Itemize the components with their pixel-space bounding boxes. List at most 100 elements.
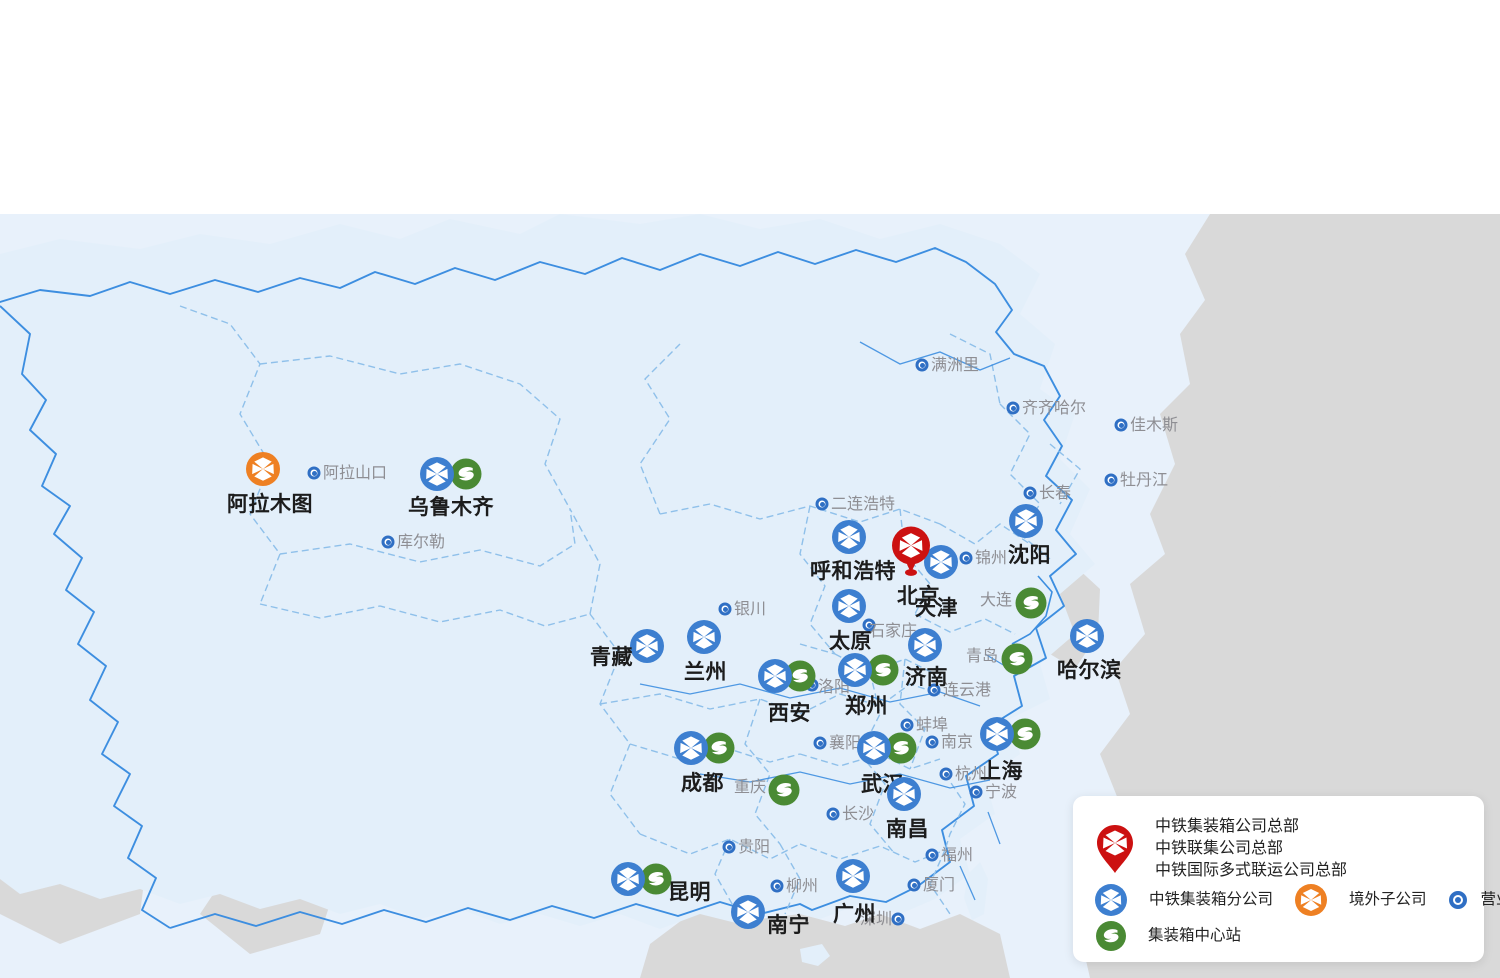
- legend-label-sales-office: 营业部: [1480, 891, 1500, 908]
- sales-office-marker-襄阳[interactable]: [813, 736, 827, 750]
- branch-label-郑州: 郑州: [845, 695, 888, 718]
- branch-label-呼和浩特: 呼和浩特: [810, 560, 896, 583]
- sales-office-marker-福州[interactable]: [925, 848, 939, 862]
- sales-office-marker-银川[interactable]: [718, 602, 732, 616]
- branch-marker-昆明[interactable]: [611, 862, 645, 896]
- sales-office-label-库尔勒: 库尔勒: [397, 534, 446, 551]
- container-hub-marker-成都[interactable]: [703, 732, 735, 764]
- branch-marker-西安-glyph: [758, 659, 792, 693]
- sales-office-label-深圳: 深圳: [860, 911, 893, 928]
- branch-label-兰州: 兰州: [684, 661, 727, 684]
- branch-marker-上海[interactable]: [980, 717, 1014, 751]
- container-hub-marker-郑州-glyph: [867, 654, 899, 686]
- sales-office-marker-库尔勒[interactable]: [381, 535, 395, 549]
- branch-marker-郑州-glyph: [838, 653, 872, 687]
- sales-office-label-阿拉山口: 阿拉山口: [323, 465, 388, 482]
- sales-office-marker-石家庄[interactable]: [862, 618, 876, 632]
- branch-marker-南宁[interactable]: [731, 895, 765, 929]
- branch-label-西安: 西安: [768, 702, 811, 725]
- container-hub-marker-大连[interactable]: [1015, 587, 1047, 619]
- sales-office-marker-二连浩特[interactable]: [815, 497, 829, 511]
- sales-office-marker-齐齐哈尔[interactable]: [1006, 401, 1020, 415]
- sales-office-marker-阿拉山口[interactable]: [307, 466, 321, 480]
- sales-office-marker-杭州[interactable]: [939, 767, 953, 781]
- container-hub-marker-西安-glyph: [784, 660, 816, 692]
- branch-marker-兰州[interactable]: [687, 620, 721, 654]
- branch-marker-沈阳[interactable]: [1009, 504, 1043, 538]
- branch-marker-青藏[interactable]: [630, 629, 664, 663]
- branch-marker-济南[interactable]: [908, 628, 942, 662]
- branch-marker-南昌[interactable]: [887, 777, 921, 811]
- container-hub-marker-青岛[interactable]: [1001, 643, 1033, 675]
- sales-office-label-佳木斯: 佳木斯: [1130, 417, 1179, 434]
- sales-office-label-连云港: 连云港: [943, 682, 992, 699]
- sales-office-marker-连云港[interactable]: [927, 683, 941, 697]
- sales-office-marker-锦州[interactable]: [959, 551, 973, 565]
- container-hub-marker-成都-glyph: [703, 732, 735, 764]
- branch-marker-呼和浩特[interactable]: [832, 520, 866, 554]
- branch-marker-西安[interactable]: [758, 659, 792, 693]
- sales-office-label-杭州: 杭州: [955, 766, 988, 783]
- container-hub-marker-乌鲁木齐-glyph: [450, 458, 482, 490]
- sales-office-marker-长春[interactable]: [1023, 486, 1037, 500]
- container-hub-marker-乌鲁木齐[interactable]: [450, 458, 482, 490]
- sales-office-marker-满洲里[interactable]: [915, 358, 929, 372]
- sales-office-marker-蚌埠[interactable]: [900, 718, 914, 732]
- sales-office-marker-长沙[interactable]: [826, 807, 840, 821]
- china-network-map[interactable]: 满洲里 齐齐哈尔 佳木斯 牡丹江 长春 锦州 二连浩特 阿拉山口 库尔勒 银川 石家庄 洛阳 连云港 蚌埠…: [0, 214, 1500, 978]
- container-hub-marker-昆明[interactable]: [640, 863, 672, 895]
- legend-label-container-hub: 集装箱中心站: [1148, 927, 1242, 944]
- sales-office-label-贵阳: 贵阳: [738, 839, 771, 856]
- container-hub-marker-郑州[interactable]: [867, 654, 899, 686]
- sales-office-marker-南京[interactable]: [925, 735, 939, 749]
- branch-marker-成都[interactable]: [674, 731, 708, 765]
- container-hub-marker-上海-glyph: [1009, 718, 1041, 750]
- branch-label-太原: 太原: [829, 630, 872, 653]
- sales-office-marker-深圳[interactable]: [891, 912, 905, 926]
- branch-marker-成都-glyph: [674, 731, 708, 765]
- legend-label-foreign: 境外子公司: [1349, 891, 1427, 908]
- container-hub-marker-上海[interactable]: [1009, 718, 1041, 750]
- sales-office-marker-贵阳[interactable]: [722, 840, 736, 854]
- container-hub-marker-西安[interactable]: [784, 660, 816, 692]
- sales-office-label-南京: 南京: [941, 734, 974, 751]
- branch-marker-乌鲁木齐[interactable]: [420, 457, 454, 491]
- legend-hq-line-3: 中铁国际多式联运公司总部: [1155, 862, 1348, 879]
- sales-office-label-银川: 银川: [734, 601, 767, 618]
- foreign-subsidiary-marker-阿拉木图-glyph: [246, 452, 280, 486]
- container-hub-icon: [1096, 921, 1126, 951]
- container-hub-marker-重庆[interactable]: [768, 774, 800, 806]
- container-hub-marker-重庆-glyph: [768, 774, 800, 806]
- sales-office-marker-佳木斯[interactable]: [1114, 418, 1128, 432]
- branch-marker-太原[interactable]: [832, 589, 866, 623]
- foreign-subsidiary-marker-阿拉木图[interactable]: [246, 452, 280, 486]
- branch-marker-兰州-glyph: [687, 620, 721, 654]
- sales-office-marker-柳州[interactable]: [770, 879, 784, 893]
- branch-label-济南: 济南: [905, 666, 948, 689]
- sales-office-label-宁波: 宁波: [985, 784, 1018, 801]
- sales-office-label-锦州: 锦州: [975, 550, 1008, 567]
- sales-office-label-厦门: 厦门: [923, 877, 956, 894]
- branch-marker-乌鲁木齐-glyph: [420, 457, 454, 491]
- branch-marker-天津[interactable]: [924, 545, 958, 579]
- branch-marker-昆明-glyph: [611, 862, 645, 896]
- sales-office-marker-牡丹江[interactable]: [1104, 473, 1118, 487]
- container-hub-marker-大连-glyph: [1015, 587, 1047, 619]
- branch-marker-郑州[interactable]: [838, 653, 872, 687]
- sales-office-marker-厦门[interactable]: [907, 878, 921, 892]
- branch-marker-广州-glyph: [836, 859, 870, 893]
- branch-label-乌鲁木齐: 乌鲁木齐: [408, 496, 494, 519]
- foreign-subsidiary-label-阿拉木图: 阿拉木图: [227, 493, 313, 516]
- sales-office-label-石家庄: 石家庄: [869, 623, 918, 640]
- branch-marker-武汉[interactable]: [857, 731, 891, 765]
- branch-label-昆明: 昆明: [668, 881, 711, 904]
- legend-row-three: 集装箱中心站: [1095, 921, 1241, 951]
- branch-label-天津: 天津: [915, 597, 958, 620]
- branch-marker-哈尔滨[interactable]: [1070, 619, 1104, 653]
- headquarters-marker-北京[interactable]: [889, 526, 933, 587]
- branch-marker-呼和浩特-glyph: [832, 520, 866, 554]
- branch-marker-广州[interactable]: [836, 859, 870, 893]
- sales-office-marker-宁波[interactable]: [969, 785, 983, 799]
- branch-marker-武汉-glyph: [857, 731, 891, 765]
